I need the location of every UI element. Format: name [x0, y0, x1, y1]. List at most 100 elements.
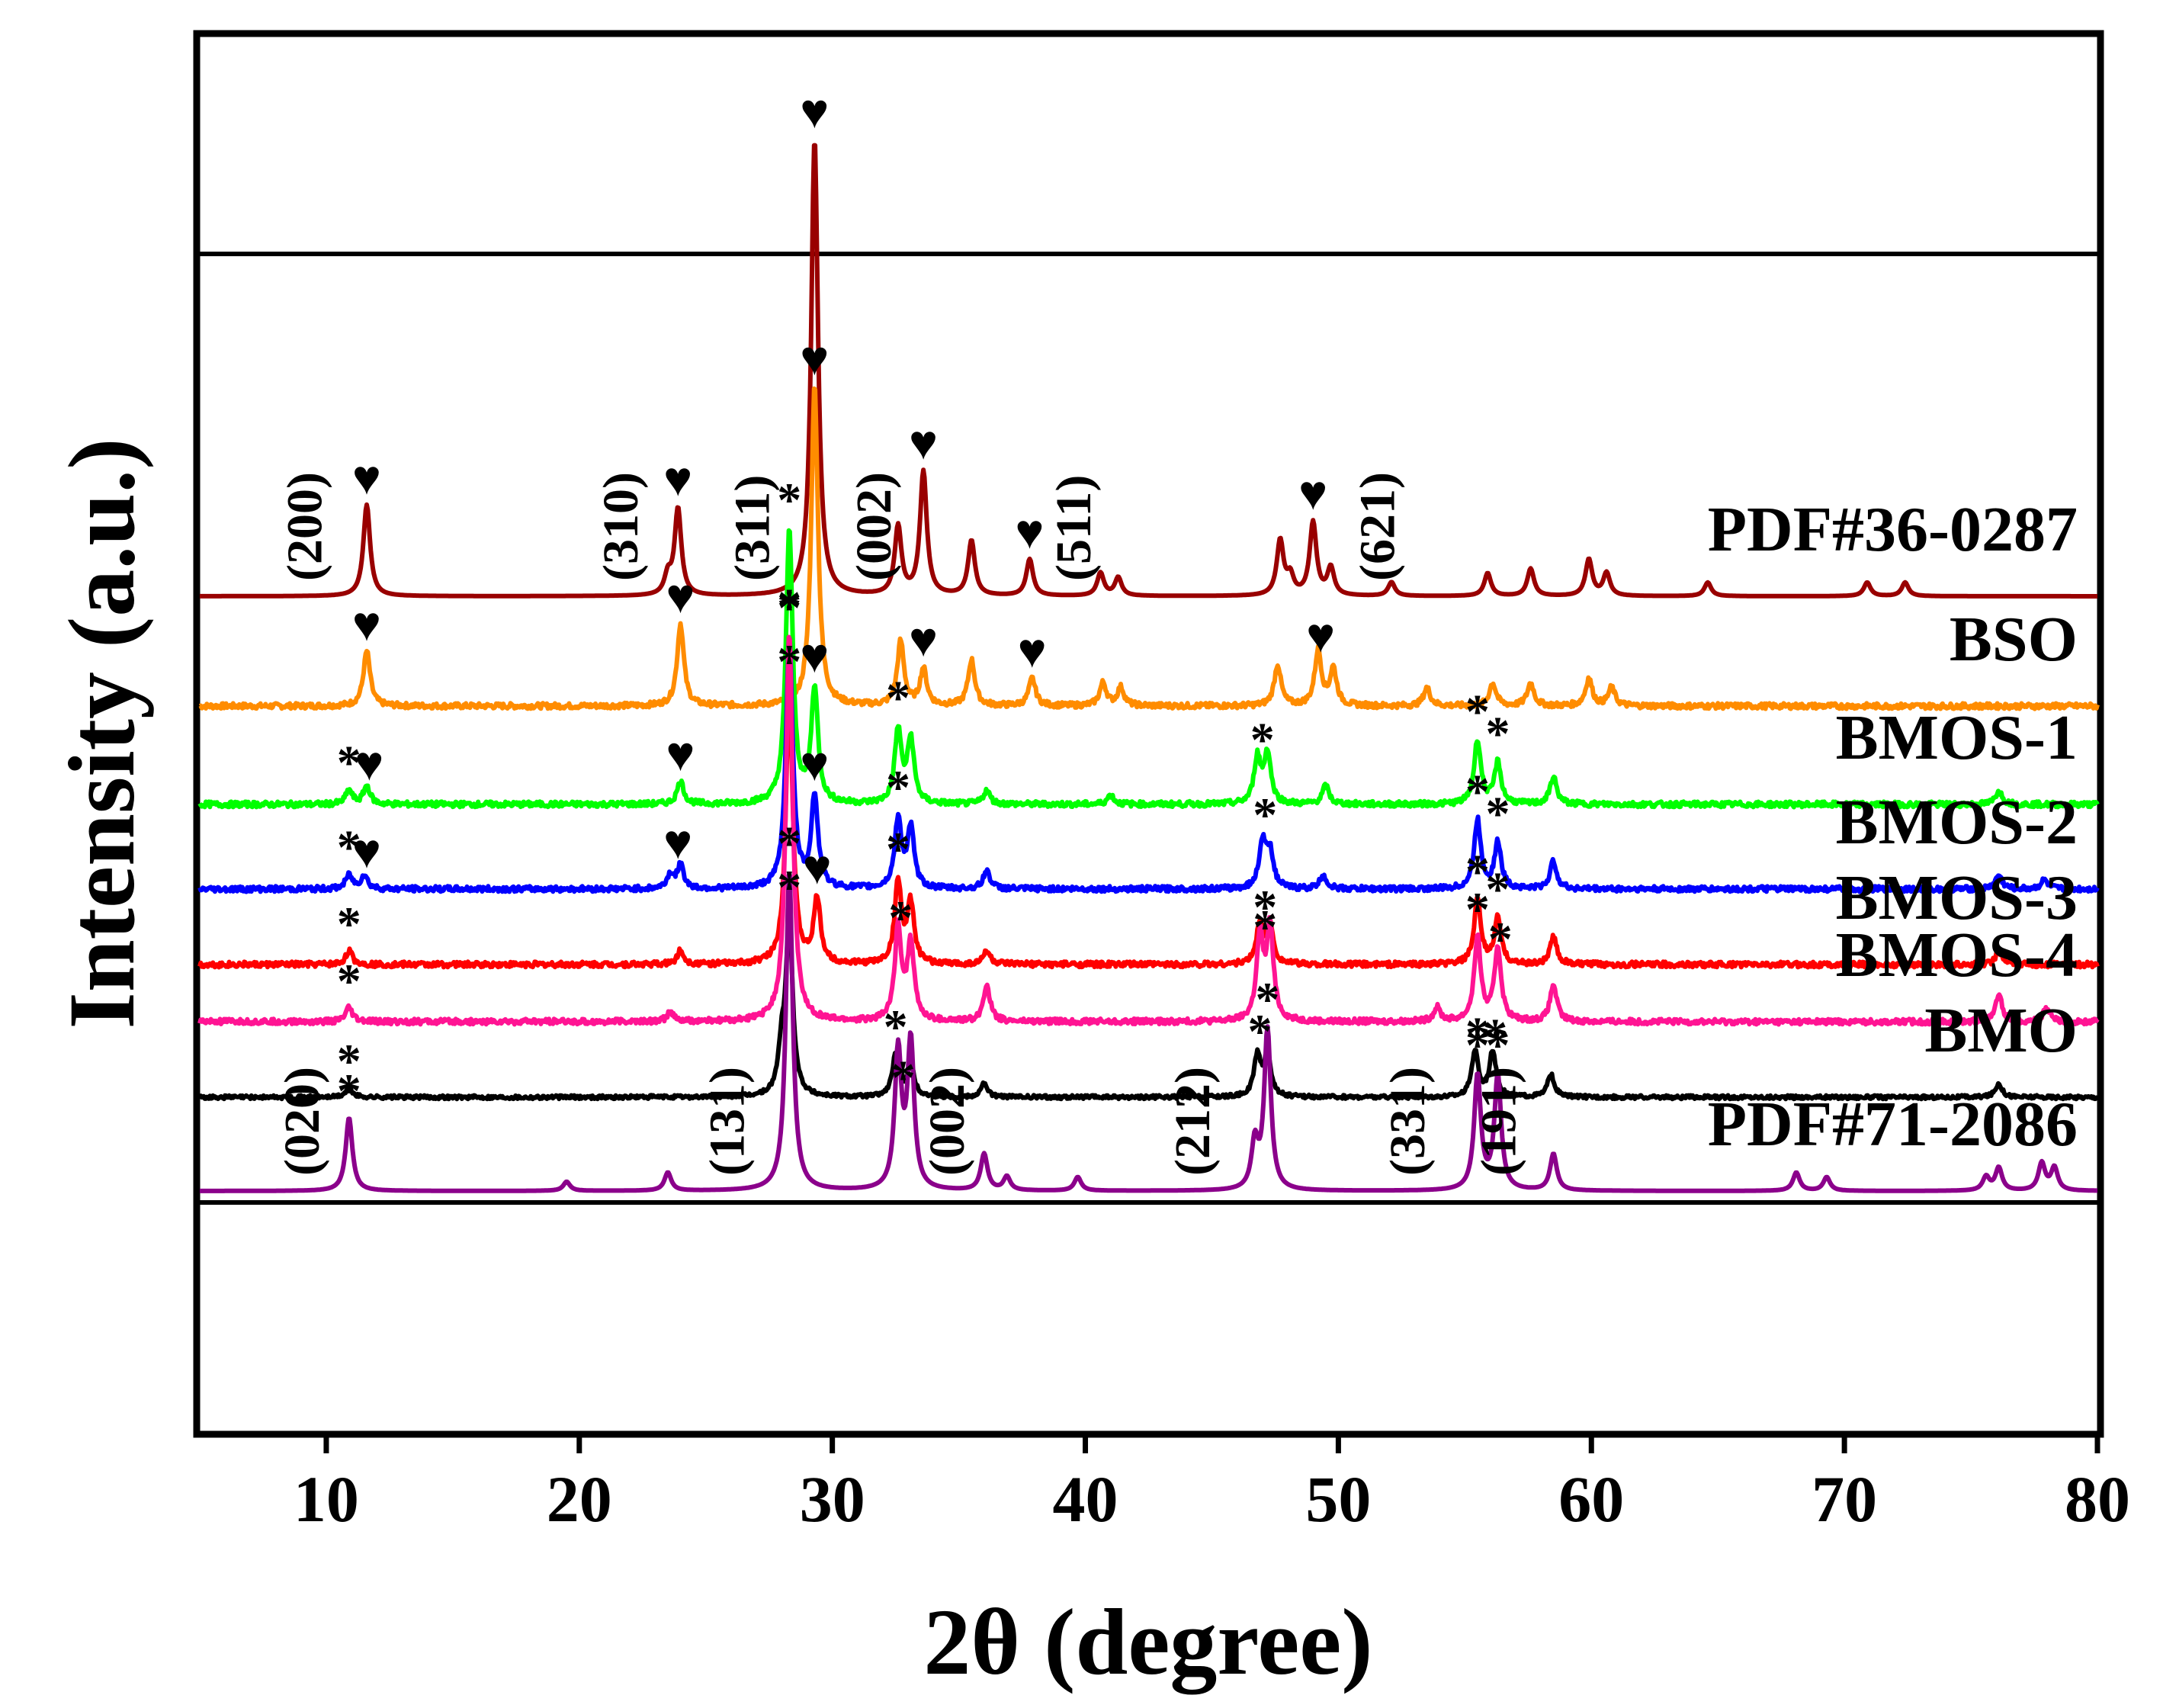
marker-bmos-2: ♥	[663, 815, 692, 869]
marker-bmos-4: *	[1488, 912, 1513, 966]
hkl-label-top: (511)	[1046, 475, 1102, 581]
x-tick-label: 50	[1305, 1462, 1371, 1536]
marker-bmos-2: ♥	[352, 824, 381, 878]
hkl-label-bottom: (191)	[1471, 1067, 1527, 1176]
marker-bmos-3: *	[337, 897, 361, 951]
marker-bmos-2: ♥	[800, 737, 829, 791]
marker-bmos-3: *	[1253, 880, 1277, 934]
marker-pdf-71-2086: *	[891, 1051, 916, 1105]
marker-bmos-1: *	[886, 670, 910, 724]
y-axis-title: Intensity (a.u.)	[50, 438, 154, 1029]
trace-pdf-36-0287	[198, 143, 2099, 599]
hkl-label-top: (310)	[593, 472, 649, 581]
marker-bmos-1: *	[1465, 685, 1490, 739]
marker-bmos-2: *	[1486, 786, 1510, 840]
trace-labels: PDF#36-0287 BSO BMOS-1 BMOS-2BMOS-3BMOS-4BM…	[1708, 494, 2078, 1160]
hkl-label-bottom: (212)	[1165, 1067, 1221, 1176]
label-bmos-3: BMOS-3	[1836, 862, 2078, 933]
hkl-label-bottom: (020)	[274, 1067, 330, 1176]
marker-bmos-3: *	[886, 822, 910, 876]
marker-bmos-4: *	[777, 579, 801, 633]
trace-bso	[198, 386, 2100, 711]
marker-pdf-71-2086: *	[337, 1064, 361, 1118]
x-tick-label: 80	[2065, 1462, 2130, 1536]
marker-bmo: *	[337, 1034, 361, 1088]
hkl-label-top: (200)	[277, 472, 332, 581]
marker-bmos-3: ♥	[803, 840, 832, 894]
label-pdf-36-0287: PDF#36-0287	[1708, 494, 2078, 565]
marker-bmos-1: *	[337, 736, 361, 790]
x-tick-label: 30	[800, 1462, 865, 1536]
marker-bmos-4: *	[888, 891, 913, 945]
marker-pdf-36-0287: ♥	[352, 451, 381, 505]
marker-bmo: *	[1483, 1008, 1507, 1062]
label-pdf-71-2086: PDF#71-2086	[1708, 1089, 2078, 1160]
trace-bmos-1	[197, 528, 2100, 810]
label-bmos-2: BMOS-2	[1836, 787, 2078, 858]
x-tick-label: 10	[294, 1462, 359, 1536]
hkl-label-top: (002)	[846, 472, 902, 581]
marker-bso: ♥	[666, 570, 695, 624]
marker-bmos-1: ♥	[666, 727, 695, 781]
marker-pdf-36-0287: ♥	[663, 452, 692, 506]
label-bmo: BMO	[1924, 995, 2078, 1066]
marker-bmos-4: *	[1465, 882, 1490, 936]
marker-bmos-2: *	[337, 820, 361, 875]
marker-bmo: *	[777, 860, 801, 914]
x-tick-label: 40	[1053, 1462, 1118, 1536]
marker-bso: ♥	[1018, 624, 1047, 678]
marker-bmos-2: *	[1253, 788, 1277, 842]
marker-bmos-4: *	[337, 954, 361, 1008]
trace-bmos-3	[197, 689, 2100, 970]
marker-pdf-71-2086: *	[1486, 1018, 1510, 1072]
marker-bmos-3: *	[777, 634, 801, 689]
marker-bmos-1: *	[777, 473, 801, 527]
marker-pdf-71-2086: *	[1465, 1018, 1490, 1072]
trace-pdf-71-2086	[198, 872, 2099, 1193]
marker-bmos-2: *	[777, 581, 801, 635]
x-tick-label: 70	[1812, 1462, 1877, 1536]
marker-pdf-36-0287: ♥	[1298, 466, 1327, 520]
x-axis-title: 2θ (degree)	[923, 1590, 1372, 1695]
hkl-label-bottom: (131)	[700, 1067, 756, 1176]
marker-bmo: *	[884, 1000, 908, 1054]
marker-bso: ♥	[1306, 608, 1335, 663]
marker-pdf-71-2086: *	[777, 816, 801, 870]
marker-bso: ♥	[800, 332, 829, 386]
miller-index-labels: (200) (310) (311) (002) (511) (621) (020) (131)…	[274, 472, 1527, 1176]
marker-bmos-1: ♥	[355, 737, 383, 791]
marker-bmos-1: *	[1486, 707, 1510, 761]
marker-pdf-36-0287: ♥	[800, 84, 829, 138]
marker-bmo: *	[1465, 1007, 1490, 1061]
hkl-label-top: (311)	[725, 475, 781, 581]
x-axis: 10 20 30 40 50 60 70 80	[294, 1434, 2130, 1536]
xrd-traces	[197, 143, 2100, 1193]
trace-bmo	[197, 914, 2099, 1102]
phase-markers: ♥ ♥♥♥♥♥♥♥♥♥ ♥ ♥******♥ ♥♥**** **♥ ♥♥******♥***…	[337, 84, 1513, 1118]
marker-pdf-36-0287: ♥	[1016, 505, 1045, 559]
hkl-label-bottom: (331)	[1380, 1067, 1436, 1176]
marker-bso: ♥	[352, 597, 381, 651]
label-bmos-4: BMOS-4	[1836, 920, 2078, 990]
marker-bso: ♥	[909, 612, 938, 666]
marker-bmos-1: *	[1250, 713, 1275, 767]
marker-bmos-1: ♥	[800, 629, 829, 683]
marker-bmos-3: *	[1486, 862, 1510, 917]
marker-bmos-4: *	[1253, 900, 1277, 954]
label-bmos-1: BMOS-1	[1836, 702, 2078, 773]
marker-bmos-2: *	[886, 760, 910, 814]
marker-bmos-2: *	[1465, 765, 1490, 819]
marker-pdf-71-2086: *	[1256, 972, 1280, 1026]
hkl-label-bottom: (002)	[919, 1067, 975, 1176]
marker-pdf-36-0287: ♥	[909, 416, 938, 470]
plot-frame	[193, 30, 2104, 1438]
trace-bmos-4	[197, 634, 2100, 1027]
label-bso: BSO	[1950, 604, 2078, 675]
trace-bmos-2	[197, 635, 2100, 894]
x-tick-label: 20	[547, 1462, 612, 1536]
marker-bmo: *	[1248, 1004, 1272, 1058]
marker-bmos-3: *	[1465, 845, 1490, 899]
hkl-label-top: (621)	[1349, 472, 1405, 581]
x-tick-label: 60	[1558, 1462, 1624, 1536]
